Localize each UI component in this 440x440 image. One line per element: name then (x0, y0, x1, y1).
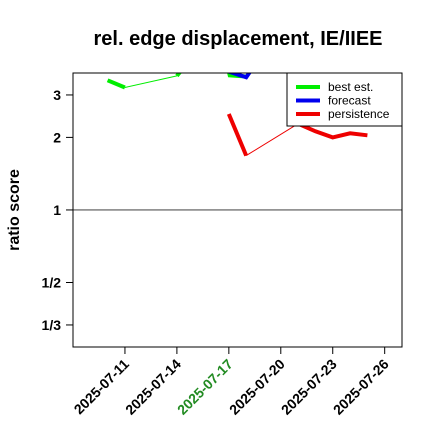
y-tick-label: 1 (53, 202, 61, 218)
x-axis: 2025-07-112025-07-142025-07-172025-07-20… (71, 347, 392, 418)
series-line-persistence-2 (297, 121, 368, 140)
legend-label: best est. (328, 80, 373, 94)
series-line-persistence-1 (245, 123, 299, 157)
y-axis-label: ratio score (6, 169, 23, 251)
chart-title: rel. edge displacement, IE/IIEE (94, 28, 383, 50)
y-tick-label: 1/3 (42, 317, 62, 333)
legend-label: persistence (328, 107, 390, 121)
y-tick-label: 1/2 (42, 275, 62, 291)
x-tick-label: 2025-07-26 (330, 356, 392, 418)
series-line-best-est--2 (175, 73, 182, 78)
series-line-best-est--1 (124, 75, 178, 88)
y-tick-label: 3 (53, 87, 61, 103)
y-axis: 1/3 1/2 1 2 3 (42, 87, 73, 333)
y-tick-label: 2 (53, 129, 61, 145)
series-line-persistence-0 (226, 113, 249, 157)
legend-label: forecast (328, 94, 371, 108)
series-line-best-est--0 (106, 78, 126, 90)
